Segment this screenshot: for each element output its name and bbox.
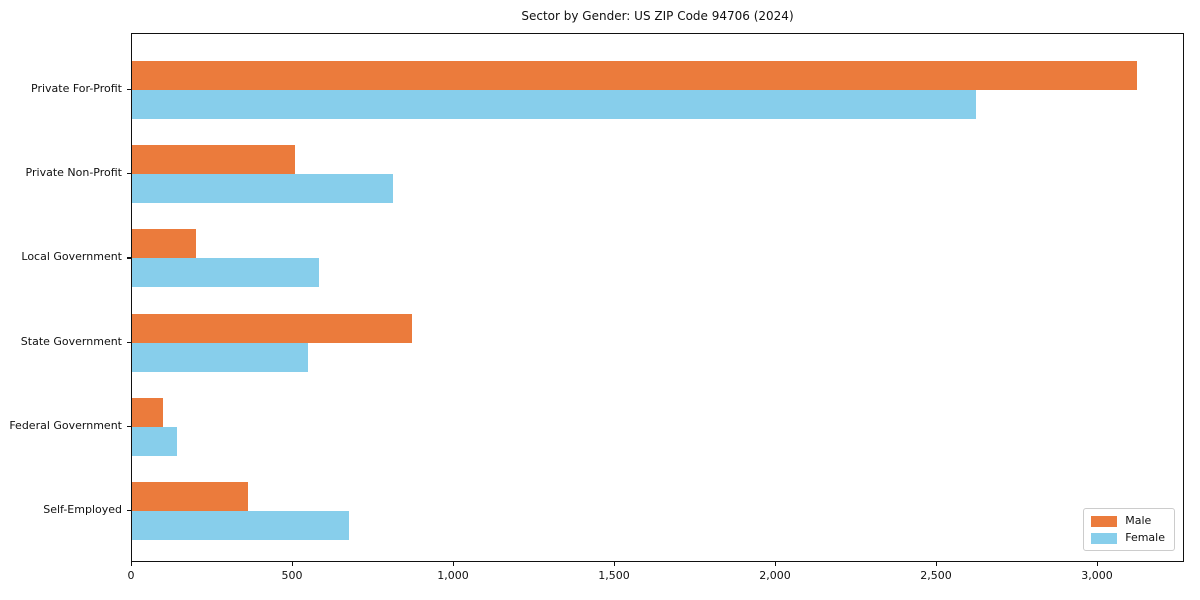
- bar-female-2: [132, 258, 319, 288]
- x-tick-label: 3,000: [1081, 569, 1113, 582]
- chart-title: Sector by Gender: US ZIP Code 94706 (202…: [521, 9, 794, 23]
- x-tick-mark: [453, 562, 455, 566]
- bar-male-3: [132, 313, 413, 343]
- y-tick-mark: [127, 341, 131, 343]
- legend-label: Male: [1125, 514, 1152, 527]
- bar-male-5: [132, 482, 248, 511]
- legend-item-male: Male: [1091, 515, 1165, 527]
- y-category-label: Private Non-Profit: [25, 166, 122, 180]
- plot-area: Male Female: [131, 33, 1184, 562]
- x-tick-mark: [292, 562, 294, 566]
- legend-swatch-male: [1091, 515, 1118, 527]
- y-category-label: Local Government: [21, 250, 122, 264]
- bar-male-1: [132, 145, 295, 175]
- bar-male-4: [132, 397, 163, 427]
- bar-male-2: [132, 229, 197, 259]
- legend-item-female: Female: [1091, 532, 1165, 544]
- legend-swatch-female: [1091, 532, 1118, 544]
- y-tick-mark: [127, 257, 131, 259]
- y-tick-mark: [127, 425, 131, 427]
- legend-label: Female: [1125, 531, 1165, 544]
- x-tick-label: 2,000: [759, 569, 791, 582]
- bar-female-3: [132, 342, 308, 372]
- y-category-label: Self-Employed: [43, 503, 122, 516]
- x-tick-mark: [614, 562, 616, 566]
- bar-female-1: [132, 174, 393, 204]
- x-tick-mark: [936, 562, 938, 566]
- y-tick-mark: [127, 89, 131, 91]
- x-tick-mark: [131, 562, 133, 566]
- x-tick-mark: [1097, 562, 1099, 566]
- x-tick-label: 500: [281, 569, 303, 582]
- x-tick-label: 1,500: [598, 569, 630, 582]
- y-tick-mark: [127, 173, 131, 175]
- bar-female-0: [132, 90, 976, 119]
- bar-female-4: [132, 426, 178, 456]
- x-tick-label: 0: [127, 569, 135, 582]
- x-tick-mark: [775, 562, 777, 566]
- y-tick-mark: [127, 510, 131, 512]
- bar-male-0: [132, 61, 1137, 90]
- legend: Male Female: [1083, 508, 1175, 551]
- x-tick-label: 1,000: [437, 569, 469, 582]
- bar-female-5: [132, 511, 350, 540]
- y-category-label: Private For-Profit: [31, 82, 122, 95]
- y-category-label: Federal Government: [9, 418, 122, 432]
- y-category-label: State Government: [20, 334, 122, 348]
- x-tick-label: 2,500: [920, 569, 952, 582]
